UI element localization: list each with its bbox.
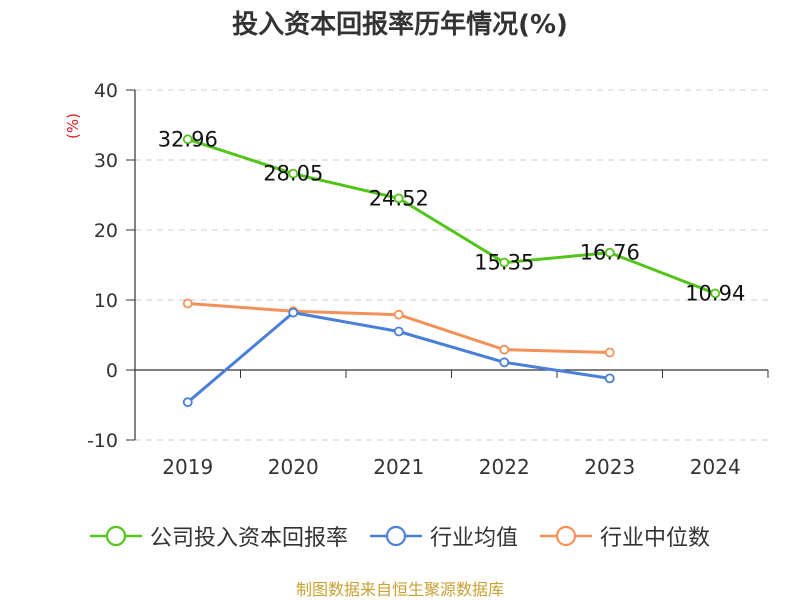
legend-swatch	[89, 525, 142, 547]
data-point	[604, 247, 615, 258]
data-point	[604, 373, 615, 384]
x-tick-label: 2024	[690, 455, 741, 479]
data-point	[393, 309, 404, 320]
data-point	[393, 193, 404, 204]
series-line-0	[187, 137, 716, 295]
source-note: 制图数据来自恒生聚源数据库	[295, 580, 504, 599]
y-tick-label: 0	[106, 360, 118, 382]
data-point	[499, 257, 510, 268]
legend-swatch	[540, 525, 592, 547]
data-label: 28.05	[263, 162, 323, 186]
legend-item-0[interactable]: 公司投入资本回报率	[89, 520, 348, 552]
y-tick-label: -10	[87, 430, 118, 452]
data-label: 32.96	[158, 127, 218, 151]
y-tick-label: 20	[94, 220, 118, 242]
legend-label: 公司投入资本回报率	[149, 526, 348, 551]
data-point	[182, 298, 193, 309]
y-tick-label: 10	[94, 290, 118, 312]
y-tick-label: 40	[94, 80, 118, 102]
data-point	[182, 397, 193, 408]
data-point	[710, 288, 721, 299]
x-tick-label: 2021	[373, 455, 424, 479]
x-tick-label: 2020	[268, 455, 319, 479]
data-point	[182, 134, 193, 145]
legend: 公司投入资本回报率 行业均值 行业中位数	[0, 520, 800, 552]
data-label: 24.52	[369, 186, 429, 210]
data-point	[288, 307, 299, 318]
chart-title: 投入资本回报率历年情况(%)	[232, 10, 568, 40]
label-layer: 32.96 28.05 24.52 15.35 16.76 10.94	[158, 127, 746, 305]
series-layer	[182, 134, 721, 408]
x-tick-label: 2022	[479, 455, 530, 479]
y-axis-label: (%)	[64, 113, 82, 139]
data-label: 10.94	[685, 281, 745, 305]
y-tick-label: 30	[94, 150, 118, 172]
data-point	[393, 326, 404, 337]
legend-swatch	[369, 525, 422, 547]
legend-item-1[interactable]: 行业均值	[369, 520, 518, 552]
x-tick-label: 2019	[162, 455, 213, 479]
data-point	[288, 168, 299, 179]
data-point	[499, 357, 510, 368]
legend-label: 行业中位数	[600, 526, 711, 551]
x-tick-label: 2023	[584, 455, 635, 479]
data-label: 16.76	[580, 241, 640, 265]
axis-layer: -10 0 10 20 30 40 2019 2020 2021 2022 2023 2024	[87, 80, 769, 479]
legend-item-2[interactable]: 行业中位数	[540, 520, 710, 552]
legend-label: 行业均值	[429, 526, 518, 551]
series-line-1	[186, 311, 610, 404]
data-point	[499, 344, 510, 355]
data-point	[604, 347, 615, 358]
grid-layer	[135, 89, 768, 441]
data-label: 15.35	[474, 251, 534, 275]
